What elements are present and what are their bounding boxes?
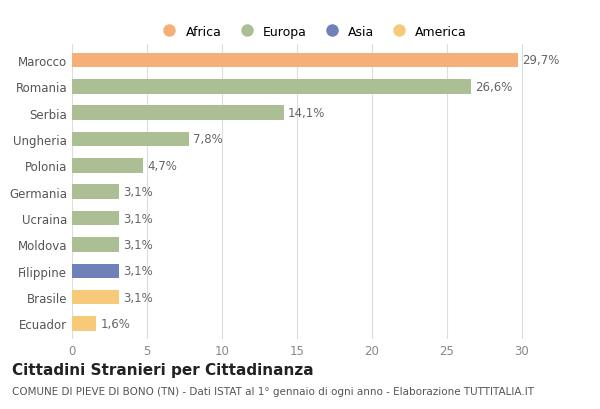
Text: 3,1%: 3,1% xyxy=(123,291,153,304)
Bar xyxy=(72,238,119,252)
Bar xyxy=(72,133,189,147)
Text: 3,1%: 3,1% xyxy=(123,265,153,278)
Text: Cittadini Stranieri per Cittadinanza: Cittadini Stranieri per Cittadinanza xyxy=(12,362,314,377)
Bar xyxy=(72,290,119,305)
Text: 7,8%: 7,8% xyxy=(193,133,223,146)
Text: 1,6%: 1,6% xyxy=(101,317,130,330)
Text: 3,1%: 3,1% xyxy=(123,212,153,225)
Text: 4,7%: 4,7% xyxy=(147,160,177,173)
Text: 14,1%: 14,1% xyxy=(288,107,325,120)
Bar xyxy=(72,106,284,121)
Text: 29,7%: 29,7% xyxy=(522,54,559,67)
Text: 3,1%: 3,1% xyxy=(123,186,153,199)
Bar xyxy=(72,264,119,279)
Legend: Africa, Europa, Asia, America: Africa, Europa, Asia, America xyxy=(153,22,471,42)
Bar xyxy=(72,211,119,226)
Bar xyxy=(72,54,517,68)
Bar xyxy=(72,317,96,331)
Text: COMUNE DI PIEVE DI BONO (TN) - Dati ISTAT al 1° gennaio di ogni anno - Elaborazi: COMUNE DI PIEVE DI BONO (TN) - Dati ISTA… xyxy=(12,387,534,396)
Bar xyxy=(72,80,471,94)
Bar xyxy=(72,159,143,173)
Bar xyxy=(72,185,119,200)
Text: 3,1%: 3,1% xyxy=(123,238,153,251)
Text: 26,6%: 26,6% xyxy=(476,81,513,94)
